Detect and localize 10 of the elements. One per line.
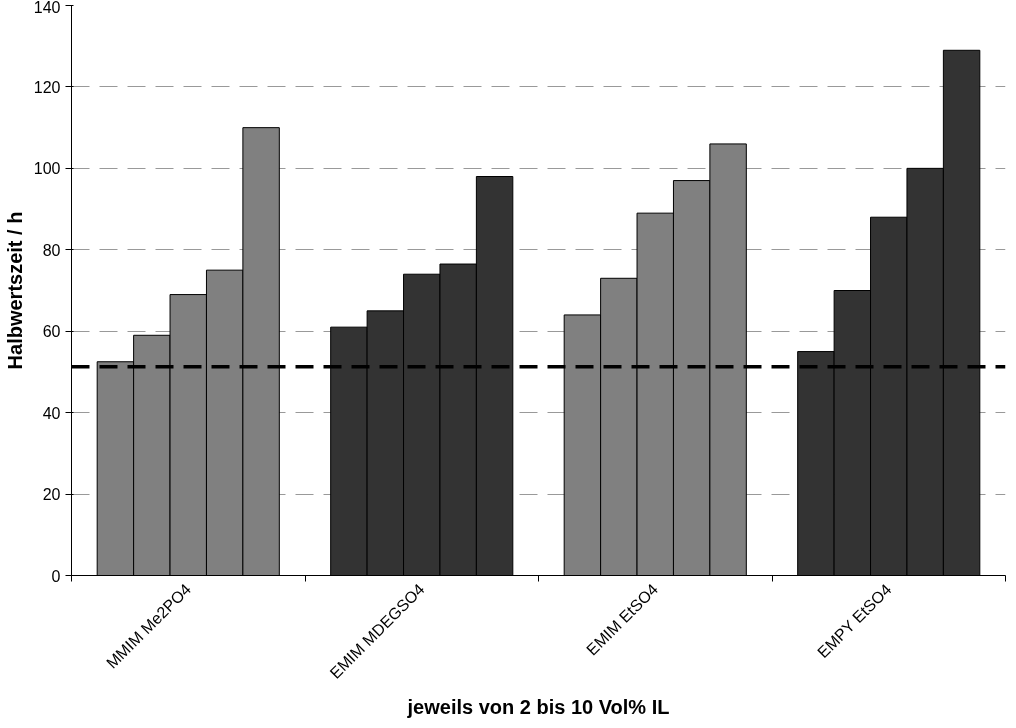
y-tick-label: 120 [33, 78, 61, 96]
y-tick-label: 60 [42, 323, 61, 341]
y-tick-label: 0 [51, 567, 61, 585]
y-tick-label: 80 [42, 241, 61, 259]
y-axis-title: Halbwertszeit / h [3, 211, 26, 370]
y-tick-label: 40 [42, 404, 61, 422]
x-axis-title: jeweils von 2 bis 10 Vol% IL [406, 695, 670, 718]
y-tick-label: 20 [42, 486, 61, 504]
y-tick-label: 100 [33, 160, 61, 178]
y-tick-label: 140 [33, 0, 61, 16]
